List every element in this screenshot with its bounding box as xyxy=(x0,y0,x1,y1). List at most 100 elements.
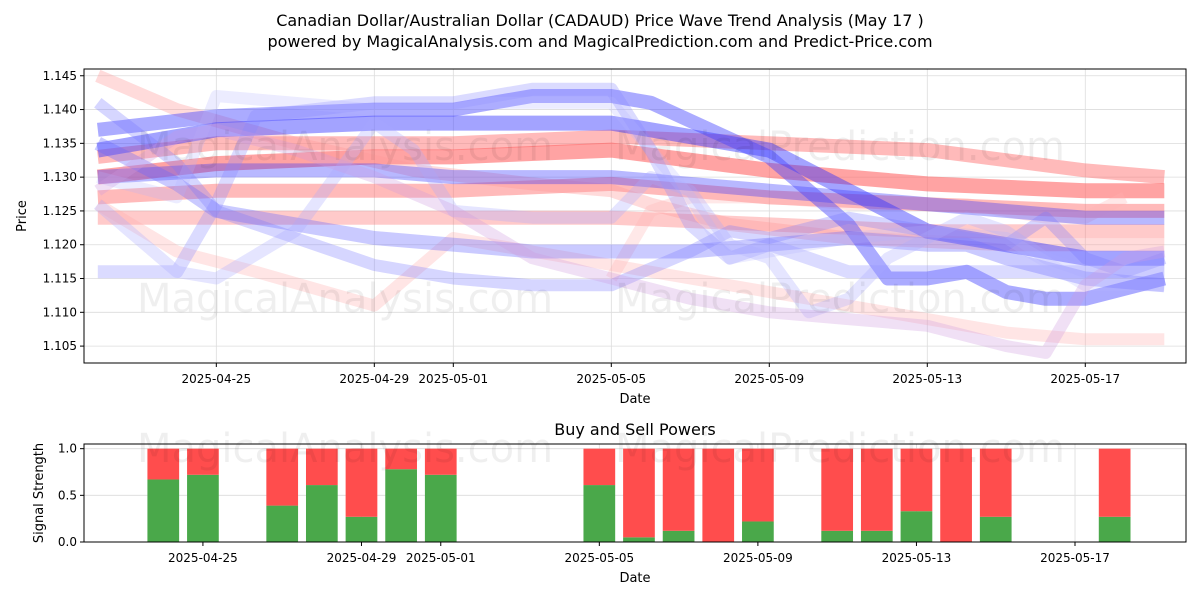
sell-power-bar xyxy=(345,448,378,517)
sell-power-bar xyxy=(623,448,655,538)
buy-power-bar xyxy=(147,479,180,542)
chart-title-line2: powered by MagicalAnalysis.com and Magic… xyxy=(267,32,932,51)
sell-power-bar xyxy=(147,448,180,480)
sell-power-bar xyxy=(702,448,735,542)
buy-power-bar xyxy=(623,537,655,542)
price-y-tick-label: 1.130 xyxy=(43,170,77,184)
price-wave-line xyxy=(97,163,1165,225)
price-y-tick-label: 1.145 xyxy=(43,69,77,83)
price-x-tick-label: 2025-05-17 xyxy=(1050,372,1120,386)
power-x-tick-label: 2025-05-13 xyxy=(882,551,952,565)
power-x-tick-label: 2025-04-29 xyxy=(327,551,397,565)
price-chart-y-ticks: 1.105 1.110 1.115 1.120 1.125 1.130 1.135 1.140… xyxy=(43,69,84,353)
price-wave-line xyxy=(96,115,1165,266)
power-chart-bars xyxy=(147,448,1131,542)
watermark-analysis-top: MagicalAnalysis.com xyxy=(137,124,553,170)
price-x-tick-label: 2025-05-05 xyxy=(576,372,646,386)
price-wave-line xyxy=(96,90,1165,292)
price-wave-line xyxy=(94,123,1166,359)
price-wave-line xyxy=(93,117,1165,319)
price-y-tick-label: 1.115 xyxy=(43,272,77,286)
price-chart-frame xyxy=(83,68,1187,364)
price-wave-line xyxy=(94,98,1167,292)
buy-power-bar xyxy=(424,474,457,542)
price-wave-line xyxy=(97,89,1167,306)
price-x-tick-label: 2025-05-09 xyxy=(734,372,804,386)
sell-power-bar xyxy=(860,448,893,531)
buy-power-bar xyxy=(662,530,695,542)
watermark-analysis-bottom: MagicalAnalysis.com xyxy=(137,426,553,472)
sell-power-bar xyxy=(583,448,616,486)
power-chart-title: Buy and Sell Powers xyxy=(554,420,716,439)
power-x-tick-label: 2025-04-25 xyxy=(168,551,238,565)
watermark-prediction-top: MagicalPrediction.com xyxy=(615,124,1065,170)
price-chart-watermarks: MagicalAnalysis.com MagicalPrediction.co… xyxy=(137,124,1065,322)
price-x-tick-label: 2025-05-13 xyxy=(892,372,962,386)
buy-power-bar xyxy=(385,469,417,542)
sell-power-bar xyxy=(305,448,338,486)
price-y-tick-label: 1.105 xyxy=(43,339,77,353)
buy-power-bar xyxy=(305,485,338,542)
watermark-prediction-bottom: MagicalPrediction.com xyxy=(615,426,1065,472)
price-y-tick-label: 1.140 xyxy=(43,103,77,117)
sell-power-bar xyxy=(742,448,774,522)
power-chart-y-ticks: 0.0 0.5 1.0 xyxy=(58,442,84,549)
price-y-tick-label: 1.120 xyxy=(43,238,77,252)
price-chart-grid xyxy=(84,69,1186,363)
watermark-analysis-mid: MagicalAnalysis.com xyxy=(137,276,553,322)
price-chart-x-ticks: 2025-04-25 2025-04-29 2025-05-01 2025-05-05… xyxy=(181,363,1120,386)
price-wave-line xyxy=(97,210,1165,239)
sell-power-bar xyxy=(821,448,854,531)
buy-power-bar xyxy=(860,530,893,542)
price-chart-ylabel: Price xyxy=(15,200,30,232)
price-wave-line xyxy=(97,176,1165,218)
price-wave-line xyxy=(94,199,1165,346)
price-y-tick-label: 1.110 xyxy=(43,305,77,319)
watermark-prediction-mid: MagicalPrediction.com xyxy=(615,276,1065,322)
price-x-tick-label: 2025-05-01 xyxy=(418,372,488,386)
buy-power-bar xyxy=(821,530,854,542)
power-x-tick-label: 2025-05-05 xyxy=(564,551,634,565)
sell-power-bar xyxy=(662,448,695,531)
power-chart-watermarks: MagicalAnalysis.com MagicalPrediction.co… xyxy=(137,426,1065,472)
price-x-tick-label: 2025-04-29 xyxy=(339,372,409,386)
sell-power-bar xyxy=(979,448,1012,517)
price-wave-line xyxy=(97,129,1165,185)
price-chart-series xyxy=(93,69,1167,359)
price-wave-line xyxy=(94,137,1165,293)
power-x-tick-label: 2025-05-09 xyxy=(723,551,793,565)
power-chart-frame xyxy=(83,443,1187,543)
sell-power-bar xyxy=(940,448,972,542)
sell-power-bar xyxy=(385,448,417,470)
buy-power-bar xyxy=(742,521,774,542)
power-y-tick-label: 0.5 xyxy=(58,488,77,502)
sell-power-bar xyxy=(900,448,933,512)
power-chart-x-ticks: 2025-04-25 2025-04-29 2025-05-01 2025-05-05… xyxy=(168,542,1110,565)
power-y-tick-label: 0.0 xyxy=(58,535,77,549)
buy-power-bar xyxy=(345,516,378,542)
price-chart-xlabel: Date xyxy=(619,392,650,407)
buy-power-bar xyxy=(979,516,1012,542)
price-wave-line xyxy=(97,82,1165,279)
price-wave-line xyxy=(95,69,1165,252)
price-x-tick-label: 2025-04-25 xyxy=(181,372,251,386)
buy-power-bar xyxy=(583,485,616,542)
price-wave-line xyxy=(96,142,1165,199)
sell-power-bar xyxy=(266,448,299,506)
sell-power-bar xyxy=(424,448,457,475)
buy-power-bar xyxy=(900,511,933,542)
power-y-tick-label: 1.0 xyxy=(58,442,77,456)
price-y-tick-label: 1.135 xyxy=(43,136,77,150)
power-x-tick-label: 2025-05-01 xyxy=(406,551,476,565)
price-y-tick-label: 1.125 xyxy=(43,204,77,218)
buy-power-bar xyxy=(187,474,219,542)
power-chart-xlabel: Date xyxy=(619,571,650,586)
sell-power-bar xyxy=(187,448,219,475)
buy-power-bar xyxy=(1098,516,1131,542)
price-wave-line xyxy=(606,191,1128,282)
sell-power-bar xyxy=(1098,448,1131,517)
power-x-tick-label: 2025-05-17 xyxy=(1040,551,1110,565)
chart-title-line1: Canadian Dollar/Australian Dollar (CADAU… xyxy=(276,11,924,30)
